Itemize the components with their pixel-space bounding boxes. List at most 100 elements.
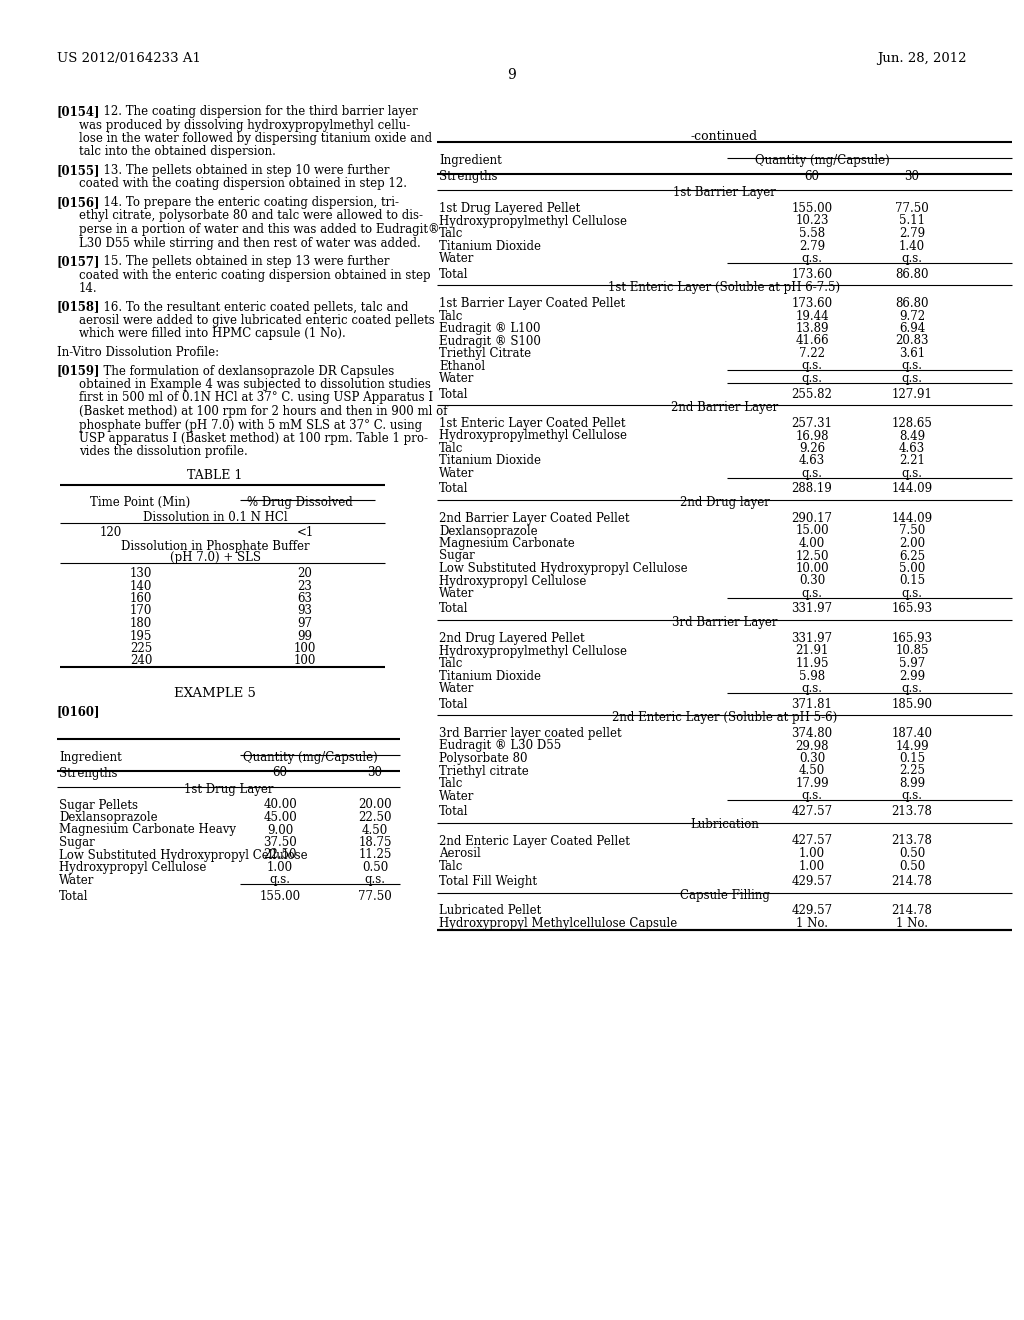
Text: (pH 7.0) + SLS: (pH 7.0) + SLS <box>170 552 260 565</box>
Text: Lubrication: Lubrication <box>690 818 759 832</box>
Text: Total: Total <box>439 602 469 615</box>
Text: 374.80: 374.80 <box>792 727 833 741</box>
Text: Triethyl Citrate: Triethyl Citrate <box>439 347 531 360</box>
Text: 371.81: 371.81 <box>792 697 833 710</box>
Text: coated with the enteric coating dispersion obtained in step: coated with the enteric coating dispersi… <box>79 268 431 281</box>
Text: Total: Total <box>439 483 469 495</box>
Text: Sugar: Sugar <box>439 549 475 562</box>
Text: q.s.: q.s. <box>901 467 923 480</box>
Text: 214.78: 214.78 <box>892 875 933 888</box>
Text: 37.50: 37.50 <box>263 836 297 849</box>
Text: 2nd Barrier Layer Coated Pellet: 2nd Barrier Layer Coated Pellet <box>439 512 630 525</box>
Text: Eudragit ® L100: Eudragit ® L100 <box>439 322 541 335</box>
Text: 97: 97 <box>298 616 312 630</box>
Text: 86.80: 86.80 <box>895 268 929 281</box>
Text: 2nd Drug Layered Pellet: 2nd Drug Layered Pellet <box>439 632 585 645</box>
Text: 9.00: 9.00 <box>267 824 293 837</box>
Text: 180: 180 <box>130 616 153 630</box>
Text: 4.50: 4.50 <box>799 764 825 777</box>
Text: 214.78: 214.78 <box>892 904 933 917</box>
Text: 22.50: 22.50 <box>263 849 297 862</box>
Text: 165.93: 165.93 <box>892 602 933 615</box>
Text: Total: Total <box>439 268 469 281</box>
Text: 2.00: 2.00 <box>899 537 925 550</box>
Text: 20: 20 <box>298 568 312 579</box>
Text: 11.95: 11.95 <box>796 657 828 671</box>
Text: q.s.: q.s. <box>365 874 385 887</box>
Text: (Basket method) at 100 rpm for 2 hours and then in 900 ml of: (Basket method) at 100 rpm for 2 hours a… <box>79 405 447 418</box>
Text: 77.50: 77.50 <box>895 202 929 215</box>
Text: 130: 130 <box>130 568 153 579</box>
Text: obtained in Example 4 was subjected to dissolution studies: obtained in Example 4 was subjected to d… <box>79 378 431 391</box>
Text: 127.91: 127.91 <box>892 388 933 400</box>
Text: Dexlansoprazole: Dexlansoprazole <box>439 524 538 537</box>
Text: q.s.: q.s. <box>901 359 923 372</box>
Text: 6.94: 6.94 <box>899 322 925 335</box>
Text: 4.00: 4.00 <box>799 537 825 550</box>
Text: Polysorbate 80: Polysorbate 80 <box>439 752 527 766</box>
Text: 30: 30 <box>368 767 383 780</box>
Text: Titanium Dioxide: Titanium Dioxide <box>439 454 541 467</box>
Text: 10.85: 10.85 <box>895 644 929 657</box>
Text: 0.15: 0.15 <box>899 574 925 587</box>
Text: 13.89: 13.89 <box>796 322 828 335</box>
Text: 4.63: 4.63 <box>799 454 825 467</box>
Text: 10.23: 10.23 <box>796 214 828 227</box>
Text: Titanium Dioxide: Titanium Dioxide <box>439 239 541 252</box>
Text: 255.82: 255.82 <box>792 388 833 400</box>
Text: q.s.: q.s. <box>802 359 822 372</box>
Text: aerosil were added to give lubricated enteric coated pellets: aerosil were added to give lubricated en… <box>79 314 435 327</box>
Text: 100: 100 <box>294 642 316 655</box>
Text: [0157]: [0157] <box>57 255 100 268</box>
Text: -continued: -continued <box>691 129 758 143</box>
Text: Water: Water <box>59 874 94 887</box>
Text: 4.63: 4.63 <box>899 442 925 455</box>
Text: 1st Barrier Layer Coated Pellet: 1st Barrier Layer Coated Pellet <box>439 297 625 310</box>
Text: 9: 9 <box>508 69 516 82</box>
Text: 2.25: 2.25 <box>899 764 925 777</box>
Text: 45.00: 45.00 <box>263 810 297 824</box>
Text: TABLE 1: TABLE 1 <box>187 469 243 482</box>
Text: 13. The pellets obtained in step 10 were further: 13. The pellets obtained in step 10 were… <box>96 164 390 177</box>
Text: 7.22: 7.22 <box>799 347 825 360</box>
Text: 3.61: 3.61 <box>899 347 925 360</box>
Text: 1.00: 1.00 <box>799 847 825 861</box>
Text: 17.99: 17.99 <box>796 777 828 789</box>
Text: 427.57: 427.57 <box>792 805 833 818</box>
Text: 1st Enteric Layer Coated Pellet: 1st Enteric Layer Coated Pellet <box>439 417 626 430</box>
Text: 100: 100 <box>294 655 316 668</box>
Text: 7.50: 7.50 <box>899 524 925 537</box>
Text: 2nd Enteric Layer Coated Pellet: 2nd Enteric Layer Coated Pellet <box>439 834 630 847</box>
Text: 165.93: 165.93 <box>892 632 933 645</box>
Text: 173.60: 173.60 <box>792 268 833 281</box>
Text: 77.50: 77.50 <box>358 890 392 903</box>
Text: talc into the obtained dispersion.: talc into the obtained dispersion. <box>79 145 275 158</box>
Text: Strengths: Strengths <box>439 170 498 183</box>
Text: first in 500 ml of 0.1N HCl at 37° C. using USP Apparatus I: first in 500 ml of 0.1N HCl at 37° C. us… <box>79 392 433 404</box>
Text: 213.78: 213.78 <box>892 834 933 847</box>
Text: Aerosil: Aerosil <box>439 847 480 861</box>
Text: Hydroxypropyl Methylcellulose Capsule: Hydroxypropyl Methylcellulose Capsule <box>439 917 677 931</box>
Text: Ingredient: Ingredient <box>59 751 122 763</box>
Text: q.s.: q.s. <box>901 789 923 803</box>
Text: Dexlansoprazole: Dexlansoprazole <box>59 810 158 824</box>
Text: 21.91: 21.91 <box>796 644 828 657</box>
Text: 9.72: 9.72 <box>899 309 925 322</box>
Text: [0160]: [0160] <box>57 705 100 718</box>
Text: 40.00: 40.00 <box>263 799 297 812</box>
Text: Talc: Talc <box>439 777 464 789</box>
Text: 19.44: 19.44 <box>796 309 828 322</box>
Text: Triethyl citrate: Triethyl citrate <box>439 764 528 777</box>
Text: <1: <1 <box>296 527 313 540</box>
Text: Water: Water <box>439 587 474 601</box>
Text: 16.98: 16.98 <box>796 429 828 442</box>
Text: 5.00: 5.00 <box>899 562 925 576</box>
Text: perse in a portion of water and this was added to Eudragit®: perse in a portion of water and this was… <box>79 223 439 236</box>
Text: 5.97: 5.97 <box>899 657 925 671</box>
Text: Talc: Talc <box>439 442 464 455</box>
Text: 14.: 14. <box>79 282 97 294</box>
Text: ethyl citrate, polysorbate 80 and talc were allowed to dis-: ethyl citrate, polysorbate 80 and talc w… <box>79 210 423 223</box>
Text: Water: Water <box>439 682 474 696</box>
Text: Titanium Dioxide: Titanium Dioxide <box>439 669 541 682</box>
Text: 1st Barrier Layer: 1st Barrier Layer <box>673 186 776 199</box>
